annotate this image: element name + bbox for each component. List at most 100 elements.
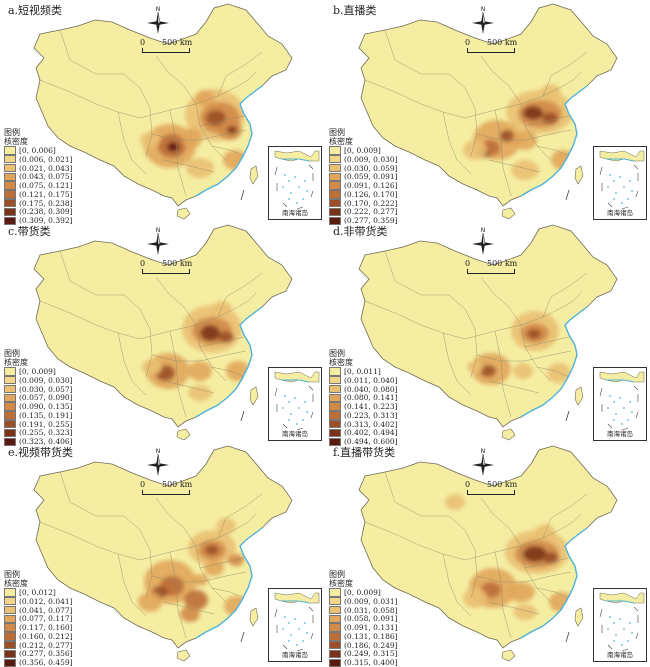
island-dot [629, 622, 631, 624]
legend-item: (0.021, 0.043] [4, 164, 114, 173]
legend-swatch [4, 640, 16, 650]
legend-range: (0.255, 0.323] [19, 428, 73, 438]
density-hotspot [167, 142, 179, 152]
province-border [488, 380, 540, 394]
density-hotspot [523, 546, 547, 562]
province-border [536, 145, 570, 157]
legend-item: (0.090, 0.135] [4, 402, 114, 411]
province-border [163, 159, 215, 173]
hainan-island [501, 428, 516, 441]
island-dot [290, 634, 292, 636]
scale-bar: 0 500 km [465, 259, 525, 279]
coastline [195, 85, 263, 197]
legend-swatch [329, 216, 341, 226]
province-border [199, 336, 245, 348]
province-border [480, 276, 522, 326]
density-hotspot [513, 363, 533, 379]
panel-title: f.直播带货类 [333, 446, 396, 459]
legend-swatch [4, 207, 16, 217]
province-border [488, 159, 540, 173]
legend-range: (0.141, 0.223] [344, 402, 398, 412]
legend-item: (0.315, 0.400] [329, 658, 439, 667]
legend-swatch [4, 419, 16, 429]
legend-swatch [329, 640, 341, 650]
legend-item: (0.323, 0.406] [4, 437, 114, 446]
density-hotspot [192, 574, 208, 586]
legend-item: (0.255, 0.323] [4, 428, 114, 438]
legend-subtitle: 核密度 [4, 137, 28, 146]
legend-range: (0.309, 0.392] [19, 216, 73, 226]
island-dot [298, 628, 300, 630]
legend-item: (0.040, 0.080] [329, 385, 439, 394]
density-map [358, 3, 618, 220]
island-dot [615, 413, 617, 415]
legend-swatch [329, 154, 341, 164]
province-border [139, 87, 153, 157]
province-border [195, 103, 227, 161]
legend-swatch [4, 658, 16, 667]
island-dot [613, 180, 615, 182]
island-dot [631, 190, 633, 192]
island-dot [294, 397, 296, 399]
legend-title: 图例 [329, 570, 345, 579]
density-hotspot [527, 329, 541, 339]
legend-range: (0.223, 0.313] [344, 410, 398, 420]
density-hotspot [223, 150, 247, 170]
legend-swatch [329, 419, 341, 429]
province-border [464, 308, 478, 378]
scale-zero: 0 [465, 259, 471, 268]
map-panel: b.直播类 N 0 500 km 图例 核密度 [0, 0.009] (0.009, 0.03… [325, 0, 650, 225]
scale-zero: 0 [465, 38, 471, 47]
legend-item: (0.041, 0.077] [4, 606, 114, 615]
legend-swatch [4, 428, 16, 438]
density-hotspot [511, 160, 539, 180]
province-border [364, 300, 466, 340]
legend-item: (0.309, 0.392] [4, 216, 114, 225]
hainan-island [176, 207, 191, 220]
legend-swatch [4, 623, 16, 632]
legend-subtitle: 核密度 [329, 358, 353, 367]
island-dot [288, 180, 290, 182]
island-dot [623, 407, 625, 409]
province-border [476, 571, 572, 583]
island-dot [284, 395, 286, 397]
density-map [33, 224, 293, 441]
scale-zero: 0 [140, 480, 146, 489]
island-dot [613, 419, 615, 421]
legend-swatch [4, 632, 16, 641]
density-hotspot [535, 524, 555, 540]
legend-subtitle: 核密度 [329, 137, 353, 146]
legend-range: (0.009, 0.030] [344, 154, 398, 164]
province-border [211, 145, 245, 157]
legend-item: (0.141, 0.223] [329, 402, 439, 411]
density-hotspot [200, 325, 220, 341]
province-border [39, 521, 141, 561]
province-border [488, 601, 540, 615]
province-border [542, 272, 588, 318]
island-dot [304, 401, 306, 403]
legend-range: (0.030, 0.057] [19, 384, 73, 394]
panel-title: e.视频带货类 [8, 446, 74, 459]
province-border [364, 521, 466, 561]
legend-subtitle: 核密度 [329, 579, 353, 588]
south-china-sea-inset: 南海诸岛 [593, 146, 647, 220]
legend-swatch [4, 649, 16, 659]
nine-dash-mark [565, 189, 570, 201]
north-label: N [481, 448, 486, 455]
legend-item: (0.012, 0.041] [4, 597, 114, 606]
legend-swatch [329, 198, 341, 208]
panel-title: b.直播类 [333, 4, 377, 17]
legend-swatch [329, 411, 341, 420]
island-dot [607, 628, 609, 630]
legend: 图例 核密度 [0, 0.012] (0.012, 0.041] (0.041, 0.0… [4, 570, 114, 667]
scale-bar: 0 500 km [465, 480, 525, 500]
legend-item: (0.009, 0.031] [329, 597, 439, 606]
province-border [151, 350, 247, 362]
province-border [195, 324, 227, 382]
island-dot [629, 180, 631, 182]
legend-item: (0.191, 0.255] [4, 420, 114, 429]
scale-bar: 0 500 km [140, 259, 200, 279]
taiwan-island [249, 386, 259, 406]
scale-line [142, 269, 190, 274]
province-border [494, 109, 512, 197]
